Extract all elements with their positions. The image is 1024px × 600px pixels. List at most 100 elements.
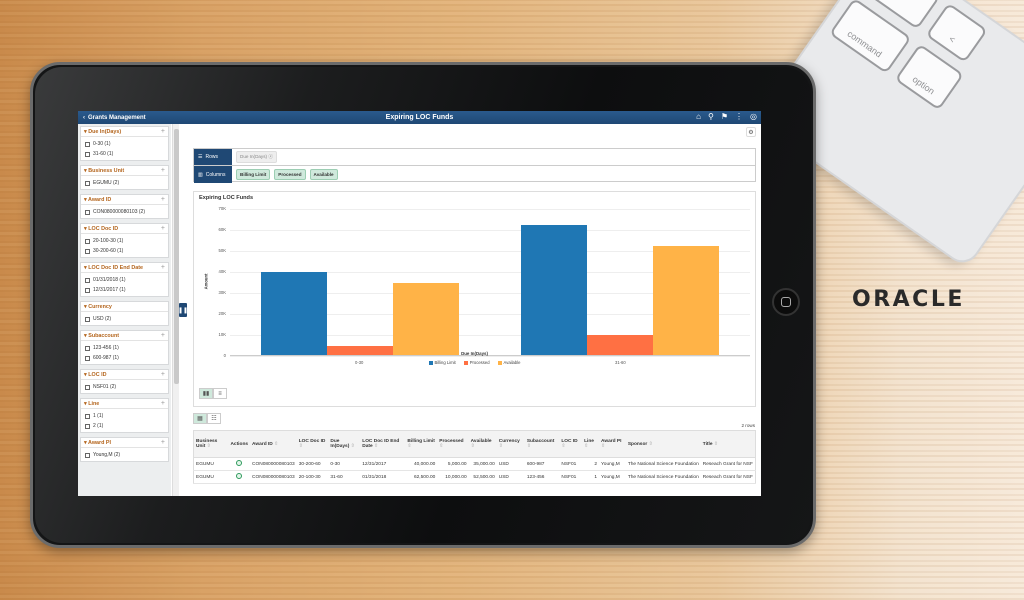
- sort-icon[interactable]: ⇳: [407, 444, 412, 449]
- column-header-award-id[interactable]: Award ID ⇳: [250, 430, 297, 458]
- column-header-loc-doc-id[interactable]: LOC Doc ID ⇳: [296, 430, 329, 458]
- bar-billing-limit-31-60[interactable]: [521, 224, 587, 356]
- legend-item-billing-limit[interactable]: Billing Limit: [428, 360, 456, 365]
- grid-view-icon[interactable]: ▦: [193, 413, 207, 424]
- bar-chart-icon[interactable]: ▮▮: [199, 388, 213, 399]
- sort-icon[interactable]: ⇳: [561, 444, 566, 449]
- facet-header[interactable]: ▾ Currency: [81, 302, 168, 312]
- table-row[interactable]: EGUMU CON080000080103 30-200-60 0-30 12/31/2…: [193, 457, 756, 471]
- remove-icon[interactable]: ⓧ: [268, 154, 273, 159]
- facet-header[interactable]: ▾ Line +: [81, 399, 168, 409]
- actions-icon[interactable]: [236, 473, 243, 479]
- checkbox[interactable]: [85, 413, 90, 419]
- checkbox[interactable]: [85, 384, 90, 390]
- facet-option[interactable]: EGUMU (2): [85, 178, 164, 188]
- checkbox[interactable]: [85, 151, 90, 157]
- sidebar-scrollbar[interactable]: [172, 124, 179, 496]
- column-header-line[interactable]: Line ⇳: [582, 430, 600, 458]
- expand-plus-icon[interactable]: +: [160, 264, 165, 271]
- column-header-sponsor[interactable]: Sponsor ⇳: [625, 430, 701, 458]
- facet-header[interactable]: ▾ LOC ID +: [81, 370, 168, 380]
- expand-plus-icon[interactable]: +: [160, 400, 165, 407]
- checkbox[interactable]: [85, 423, 90, 429]
- row-chip-due-in-days[interactable]: Due In(Days) ⓧ: [236, 151, 277, 163]
- checkbox[interactable]: [85, 209, 90, 215]
- sort-icon[interactable]: ⇳: [526, 444, 531, 449]
- compass-icon[interactable]: ◎: [750, 112, 757, 121]
- tablet-home-button[interactable]: [772, 288, 800, 316]
- checkbox[interactable]: [85, 355, 90, 361]
- more-vertical-icon[interactable]: ⋮: [735, 112, 744, 121]
- sort-icon[interactable]: ⇳: [374, 444, 379, 449]
- expand-plus-icon[interactable]: +: [160, 225, 165, 232]
- expand-plus-icon[interactable]: +: [160, 196, 165, 203]
- column-header-loc-id[interactable]: LOC ID ⇳: [559, 430, 583, 458]
- facet-header[interactable]: ▾ Business Unit +: [81, 166, 168, 176]
- sort-icon[interactable]: ⇳: [601, 444, 606, 449]
- sort-icon[interactable]: ⇳: [298, 444, 303, 449]
- facet-option[interactable]: 2 (1): [85, 421, 164, 431]
- facet-option[interactable]: 20-100-30 (1): [85, 236, 164, 246]
- search-icon[interactable]: ⚲: [707, 112, 714, 121]
- checkbox[interactable]: [85, 248, 90, 254]
- column-header-subaccount[interactable]: Subaccount ⇳: [524, 430, 560, 458]
- facet-option[interactable]: 1 (1): [85, 411, 164, 421]
- sort-icon[interactable]: ⇳: [274, 441, 279, 447]
- bar-processed-31-60[interactable]: [587, 335, 653, 356]
- expand-plus-icon[interactable]: +: [160, 439, 165, 446]
- checkbox[interactable]: [85, 345, 90, 351]
- sort-icon[interactable]: ⇳: [206, 444, 211, 449]
- facet-option[interactable]: USD (2): [85, 314, 164, 324]
- column-header-loc-doc-id-end-date[interactable]: LOC Doc ID End Date ⇳: [360, 430, 406, 458]
- expand-plus-icon[interactable]: +: [160, 128, 165, 135]
- column-header-actions[interactable]: Actions: [228, 430, 251, 458]
- column-chip-processed[interactable]: Processed: [274, 169, 306, 180]
- back-button[interactable]: ‹ Grants Management: [78, 115, 146, 121]
- expand-plus-icon[interactable]: +: [160, 167, 165, 174]
- column-header-title[interactable]: Title ⇳: [700, 430, 756, 458]
- bar-billing-limit-0-30[interactable]: [261, 272, 327, 356]
- column-chip-billing-limit[interactable]: Billing Limit: [236, 169, 271, 180]
- facet-option[interactable]: 0-30 (1): [85, 139, 164, 149]
- facet-option[interactable]: Young,M (2): [85, 450, 164, 460]
- column-header-due-in-days[interactable]: Due In(Days) ⇳: [328, 430, 361, 458]
- sort-icon[interactable]: ⇳: [713, 441, 718, 447]
- bar-available-31-60[interactable]: [653, 245, 719, 356]
- checkbox[interactable]: [85, 180, 90, 186]
- column-header-billing-limit[interactable]: Billing Limit ⇳: [405, 430, 438, 458]
- facet-header[interactable]: ▾ LOC Doc ID End Date +: [81, 263, 168, 273]
- collapse-sidebar-button[interactable]: ❚❚: [178, 303, 188, 317]
- list-view-icon[interactable]: ☷: [207, 413, 221, 424]
- facet-header[interactable]: ▾ Award ID +: [81, 195, 168, 205]
- sort-icon[interactable]: ⇳: [648, 441, 653, 447]
- facet-option[interactable]: 123-456 (1): [85, 343, 164, 353]
- home-icon[interactable]: ⌂: [696, 112, 701, 121]
- checkbox[interactable]: [85, 287, 90, 293]
- sort-icon[interactable]: ⇳: [439, 444, 444, 449]
- actions-icon[interactable]: [236, 460, 243, 466]
- column-chip-available[interactable]: Available: [309, 169, 338, 180]
- facet-option[interactable]: CON080000080103 (2): [85, 207, 164, 217]
- facet-option[interactable]: 31-60 (1): [85, 149, 164, 159]
- facet-header[interactable]: ▾ Subaccount +: [81, 331, 168, 341]
- facet-option[interactable]: NSF01 (2): [85, 382, 164, 392]
- horizontal-bar-icon[interactable]: ≡: [213, 388, 227, 399]
- legend-item-processed[interactable]: Processed: [463, 360, 490, 365]
- checkbox[interactable]: [85, 277, 90, 283]
- facet-header[interactable]: ▾ Due In(Days) +: [81, 127, 168, 137]
- column-header-business-unit[interactable]: Business Unit ⇳: [193, 430, 229, 458]
- expand-plus-icon[interactable]: +: [160, 332, 165, 339]
- bar-processed-0-30[interactable]: [327, 345, 393, 356]
- sort-icon[interactable]: ⇳: [350, 444, 355, 449]
- bar-available-0-30[interactable]: [393, 282, 459, 356]
- gear-icon[interactable]: ⚙: [746, 127, 756, 137]
- checkbox[interactable]: [85, 238, 90, 244]
- sort-icon[interactable]: ⇳: [470, 444, 475, 449]
- column-header-processed[interactable]: Processed ⇳: [437, 430, 469, 458]
- facet-option[interactable]: 30-200-60 (1): [85, 246, 164, 256]
- checkbox[interactable]: [85, 316, 90, 322]
- flag-icon[interactable]: ⚑: [720, 112, 729, 121]
- facet-option[interactable]: 12/31/2017 (1): [85, 285, 164, 295]
- facet-option[interactable]: 01/31/2018 (1): [85, 275, 164, 285]
- expand-plus-icon[interactable]: +: [160, 371, 165, 378]
